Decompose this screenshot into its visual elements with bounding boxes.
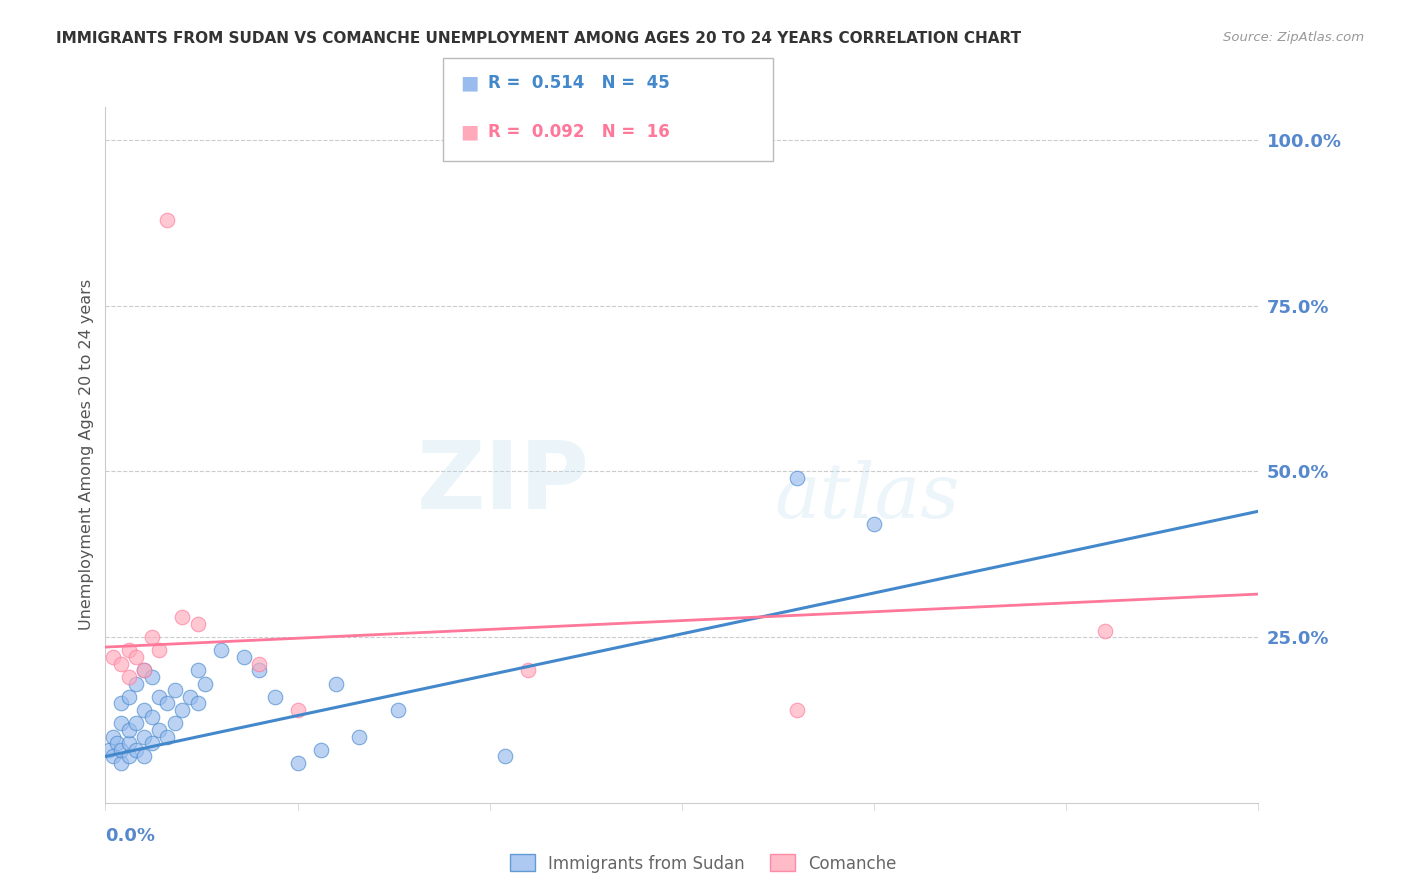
Point bbox=[156, 212, 179, 227]
Text: atlas: atlas bbox=[775, 459, 959, 533]
Point bbox=[387, 703, 409, 717]
Point bbox=[194, 676, 217, 690]
Point bbox=[132, 749, 155, 764]
Point bbox=[517, 663, 540, 677]
Point bbox=[494, 749, 516, 764]
Point bbox=[101, 730, 124, 744]
Point bbox=[347, 730, 370, 744]
Point bbox=[156, 730, 179, 744]
Point bbox=[132, 663, 155, 677]
Point bbox=[863, 517, 886, 532]
Point bbox=[172, 610, 194, 624]
Text: IMMIGRANTS FROM SUDAN VS COMANCHE UNEMPLOYMENT AMONG AGES 20 TO 24 YEARS CORRELA: IMMIGRANTS FROM SUDAN VS COMANCHE UNEMPL… bbox=[56, 31, 1021, 46]
Point bbox=[148, 643, 170, 657]
Point bbox=[110, 756, 132, 770]
Point bbox=[117, 643, 139, 657]
Point bbox=[141, 670, 163, 684]
Text: ZIP: ZIP bbox=[416, 437, 589, 529]
Point bbox=[117, 690, 139, 704]
Point bbox=[263, 690, 285, 704]
Point bbox=[163, 683, 186, 698]
Point bbox=[125, 650, 148, 665]
Text: 0.0%: 0.0% bbox=[105, 827, 156, 845]
Text: ■: ■ bbox=[460, 122, 478, 142]
Point bbox=[132, 703, 155, 717]
Point bbox=[156, 697, 179, 711]
Point bbox=[117, 723, 139, 737]
Point bbox=[98, 743, 121, 757]
Point bbox=[247, 657, 270, 671]
Point bbox=[187, 663, 209, 677]
Text: R =  0.514   N =  45: R = 0.514 N = 45 bbox=[488, 74, 669, 92]
Point bbox=[101, 749, 124, 764]
Point bbox=[209, 643, 232, 657]
Point bbox=[1094, 624, 1116, 638]
Point bbox=[117, 670, 139, 684]
Point bbox=[232, 650, 254, 665]
Point bbox=[125, 716, 148, 731]
Point bbox=[110, 716, 132, 731]
Point bbox=[786, 471, 808, 485]
Point bbox=[132, 730, 155, 744]
Point bbox=[148, 690, 170, 704]
Point bbox=[172, 703, 194, 717]
Point bbox=[110, 657, 132, 671]
Point bbox=[187, 697, 209, 711]
Point bbox=[117, 749, 139, 764]
Point bbox=[117, 736, 139, 750]
Point bbox=[325, 676, 347, 690]
Point bbox=[148, 723, 170, 737]
Point bbox=[309, 743, 332, 757]
Point bbox=[141, 709, 163, 723]
Y-axis label: Unemployment Among Ages 20 to 24 years: Unemployment Among Ages 20 to 24 years bbox=[79, 279, 94, 631]
Point bbox=[141, 736, 163, 750]
Point bbox=[187, 616, 209, 631]
Point bbox=[125, 676, 148, 690]
Point bbox=[110, 743, 132, 757]
Point bbox=[110, 697, 132, 711]
Point bbox=[132, 663, 155, 677]
Point bbox=[101, 650, 124, 665]
Point bbox=[247, 663, 270, 677]
Point bbox=[287, 756, 309, 770]
Point bbox=[125, 743, 148, 757]
Point bbox=[287, 703, 309, 717]
Point bbox=[786, 703, 808, 717]
Point bbox=[179, 690, 201, 704]
Text: Source: ZipAtlas.com: Source: ZipAtlas.com bbox=[1223, 31, 1364, 45]
Point bbox=[105, 736, 128, 750]
Text: ■: ■ bbox=[460, 73, 478, 93]
Text: R =  0.092   N =  16: R = 0.092 N = 16 bbox=[488, 123, 669, 141]
Point bbox=[163, 716, 186, 731]
Point bbox=[141, 630, 163, 644]
Legend: Immigrants from Sudan, Comanche: Immigrants from Sudan, Comanche bbox=[503, 847, 903, 880]
